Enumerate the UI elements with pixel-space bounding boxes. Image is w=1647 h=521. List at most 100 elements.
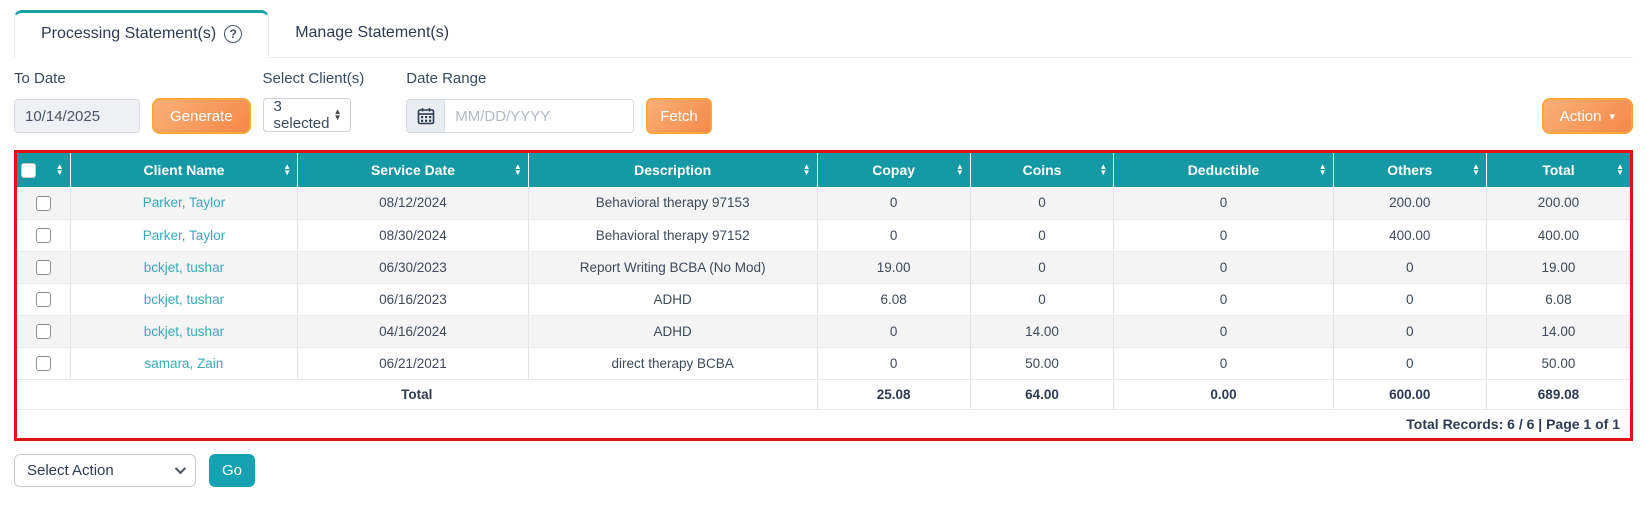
table-row: bckjet, tushar 06/16/2023 ADHD 6.08 0 0 … — [17, 283, 1630, 316]
generate-button[interactable]: Generate — [152, 98, 251, 134]
table-row: bckjet, tushar 04/16/2024 ADHD 0 14.00 0… — [17, 315, 1630, 348]
client-name-link[interactable]: bckjet, tushar — [143, 259, 225, 275]
action-button-label: Action — [1559, 107, 1602, 125]
copay-cell: 0 — [817, 219, 971, 252]
table-body: Parker, Taylor 08/12/2024 Behavioral the… — [17, 187, 1630, 380]
column-header-coins[interactable]: Coins ▲ ▼ — [970, 153, 1115, 187]
total-cell: 50.00 — [1486, 347, 1630, 380]
column-header-deductible[interactable]: Deductible ▲ ▼ — [1113, 153, 1334, 187]
totals-label: Total — [17, 379, 818, 410]
to-date-input[interactable] — [14, 99, 140, 133]
sort-icon[interactable]: ▲ ▼ — [283, 162, 292, 177]
sort-icon[interactable]: ▲ ▼ — [1099, 162, 1108, 177]
service-date-cell: 06/16/2023 — [297, 283, 529, 316]
others-cell: 0 — [1333, 283, 1487, 316]
to-date-label: To Date — [14, 70, 66, 87]
service-date-cell: 08/12/2024 — [297, 187, 529, 220]
tab-manage-label: Manage Statement(s) — [295, 24, 450, 41]
deductible-cell: 0 — [1113, 283, 1334, 316]
statements-table: ▲ ▼ Client Name ▲ ▼ Service Date ▲ ▼ Descri… — [17, 153, 1630, 410]
copay-cell: 19.00 — [817, 251, 971, 284]
totals-total: 689.08 — [1486, 379, 1630, 410]
caret-down-icon: ▾ — [1609, 110, 1615, 123]
client-name-link[interactable]: samara, Zain — [144, 355, 224, 371]
tab-processing-statements[interactable]: Processing Statement(s) ? — [14, 10, 270, 58]
date-range-input[interactable] — [444, 99, 635, 133]
row-checkbox[interactable] — [35, 259, 51, 275]
totals-coins: 64.00 — [970, 379, 1115, 410]
sort-icon[interactable]: ▲ ▼ — [1318, 162, 1327, 177]
help-icon[interactable]: ? — [224, 25, 243, 43]
service-date-cell: 04/16/2024 — [297, 315, 529, 348]
client-name-link[interactable]: Parker, Taylor — [142, 195, 226, 211]
description-cell: Report Writing BCBA (No Mod) — [528, 251, 818, 284]
total-cell: 400.00 — [1486, 219, 1630, 252]
deductible-cell: 0 — [1113, 187, 1334, 220]
date-range-label: Date Range — [406, 70, 487, 87]
copay-cell: 0 — [817, 315, 971, 348]
others-cell: 400.00 — [1333, 219, 1487, 252]
row-checkbox[interactable] — [35, 291, 51, 307]
to-date-group: To Date Generate — [14, 70, 251, 134]
sort-icon[interactable]: ▲ ▼ — [513, 162, 522, 177]
table-row: samara, Zain 06/21/2021 direct therapy B… — [17, 347, 1630, 380]
coins-cell: 0 — [970, 283, 1115, 316]
sort-icon[interactable]: ▲ ▼ — [1616, 162, 1624, 177]
client-name-link[interactable]: Parker, Taylor — [142, 227, 226, 243]
statements-table-container: ▲ ▼ Client Name ▲ ▼ Service Date ▲ ▼ Descri… — [14, 150, 1633, 441]
sort-icon[interactable]: ▲ ▼ — [802, 162, 811, 177]
row-checkbox[interactable] — [35, 355, 51, 371]
sort-icon[interactable]: ▲ ▼ — [1471, 162, 1480, 177]
select-action-dropdown[interactable]: Select Action — [14, 453, 196, 487]
client-name-link[interactable]: bckjet, tushar — [143, 291, 225, 307]
total-cell: 6.08 — [1486, 283, 1630, 316]
column-header-client-name[interactable]: Client Name ▲ ▼ — [70, 153, 299, 187]
table-row: bckjet, tushar 06/30/2023 Report Writing… — [17, 251, 1630, 284]
select-clients-group: Select Client(s) 3 selected ▲ ▼ — [262, 70, 364, 132]
select-clients-value: 3 selected — [273, 98, 330, 132]
deductible-cell: 0 — [1113, 347, 1334, 380]
sort-icon[interactable]: ▲ ▼ — [955, 162, 964, 177]
totals-deductible: 0.00 — [1113, 379, 1334, 410]
row-checkbox[interactable] — [35, 195, 51, 211]
copay-cell: 0 — [817, 347, 971, 380]
others-cell: 0 — [1333, 251, 1487, 284]
row-checkbox[interactable] — [35, 323, 51, 339]
tab-bar: Processing Statement(s) ? Manage Stateme… — [14, 10, 1633, 58]
total-cell: 19.00 — [1486, 251, 1630, 284]
table-row: Parker, Taylor 08/12/2024 Behavioral the… — [17, 187, 1630, 220]
totals-row: Total 25.08 64.00 0.00 600.00 689.08 — [17, 379, 1630, 410]
column-header-description[interactable]: Description ▲ ▼ — [528, 153, 818, 187]
action-dropdown-button[interactable]: Action ▾ — [1541, 98, 1633, 134]
description-cell: ADHD — [528, 315, 818, 348]
coins-cell: 50.00 — [970, 347, 1115, 380]
column-header-service-date[interactable]: Service Date ▲ ▼ — [297, 153, 529, 187]
select-clients-dropdown[interactable]: 3 selected ▲ ▼ — [262, 98, 351, 132]
description-cell: Behavioral therapy 97153 — [528, 187, 818, 220]
select-action-value: Select Action — [27, 461, 114, 479]
table-row: Parker, Taylor 08/30/2024 Behavioral the… — [17, 219, 1630, 252]
column-header-others[interactable]: Others ▲ ▼ — [1333, 153, 1487, 187]
others-cell: 0 — [1333, 347, 1487, 380]
others-cell: 0 — [1333, 315, 1487, 348]
coins-cell: 14.00 — [970, 315, 1115, 348]
tab-manage-statements[interactable]: Manage Statement(s) — [269, 10, 475, 57]
calendar-icon[interactable] — [406, 99, 445, 133]
copay-cell: 6.08 — [817, 283, 971, 316]
service-date-cell: 06/21/2021 — [297, 347, 529, 380]
go-button[interactable]: Go — [209, 453, 256, 487]
column-header-total[interactable]: Total ▲ ▼ — [1486, 153, 1630, 187]
description-cell: ADHD — [528, 283, 818, 316]
sort-icon[interactable]: ▲ ▼ — [55, 162, 64, 177]
client-name-link[interactable]: bckjet, tushar — [143, 323, 225, 339]
column-header-copay[interactable]: Copay ▲ ▼ — [817, 153, 971, 187]
select-all-checkbox[interactable] — [21, 163, 36, 179]
select-updown-icon: ▲ ▼ — [333, 107, 342, 122]
coins-cell: 0 — [970, 219, 1115, 252]
service-date-cell: 08/30/2024 — [297, 219, 529, 252]
bottom-action-bar: Select Action Go — [14, 453, 1633, 487]
select-all-header: ▲ ▼ — [17, 153, 71, 187]
coins-cell: 0 — [970, 187, 1115, 220]
fetch-button[interactable]: Fetch — [646, 98, 712, 134]
row-checkbox[interactable] — [35, 227, 51, 243]
